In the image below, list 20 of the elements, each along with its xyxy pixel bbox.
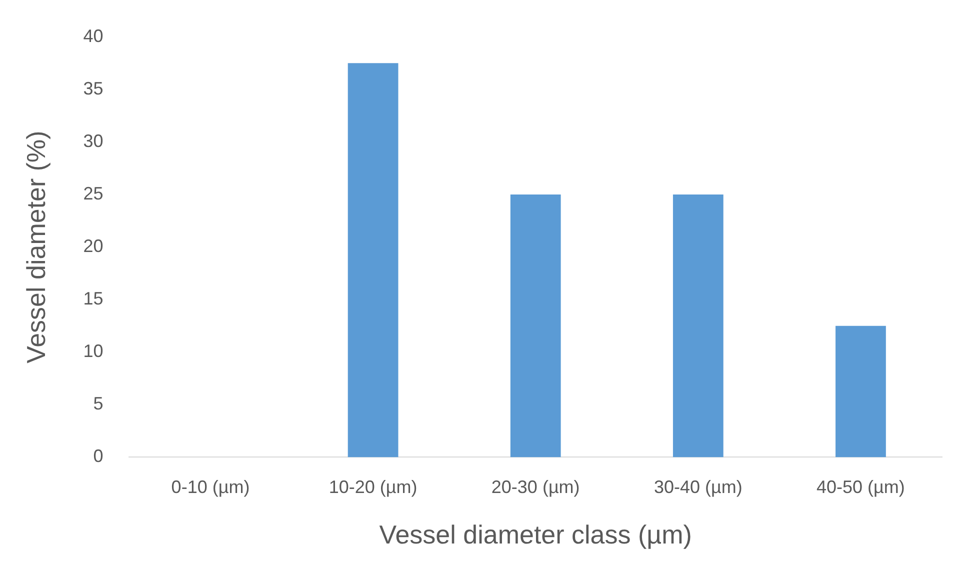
- y-tick-label: 40: [83, 26, 104, 46]
- y-tick-label: 35: [83, 78, 104, 98]
- x-tick-label: 30-40 (µm): [654, 476, 742, 497]
- x-tick-label: 40-50 (µm): [816, 476, 905, 497]
- bar: [672, 194, 724, 458]
- y-tick-label: 15: [83, 288, 104, 309]
- y-tick-label: 10: [83, 341, 104, 362]
- y-tick-label: 5: [93, 394, 104, 414]
- y-tick-label: 30: [83, 130, 104, 151]
- x-tick-label: 10-20 (µm): [328, 476, 418, 497]
- x-tick-label: 20-30 (µm): [491, 476, 580, 497]
- bar: [836, 326, 886, 458]
- bar: [510, 194, 561, 458]
- y-tick-label: 0: [93, 446, 104, 466]
- x-axis-title: Vessel diameter class (µm): [379, 520, 692, 550]
- y-axis-title: Vessel diameter (%): [20, 130, 51, 364]
- y-tick-label: 20: [83, 236, 104, 256]
- bar: [348, 63, 398, 458]
- x-tick-label: 0-10 (µm): [171, 476, 250, 497]
- y-tick-label: 25: [83, 183, 104, 204]
